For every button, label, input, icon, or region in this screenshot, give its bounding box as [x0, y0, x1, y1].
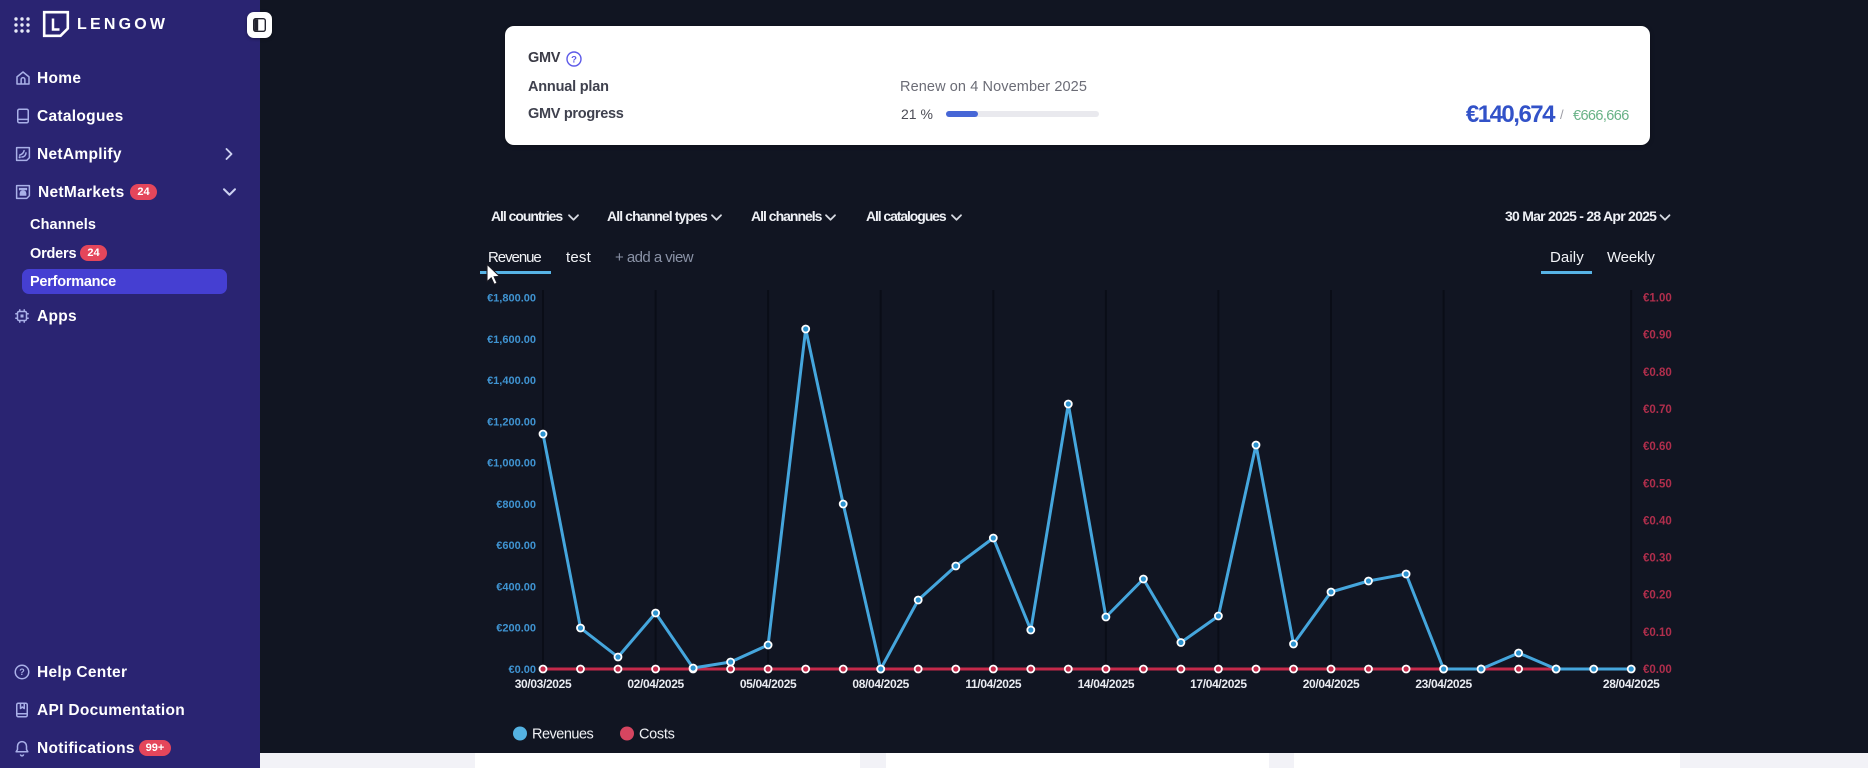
svg-text:Costs: Costs — [639, 727, 675, 743]
svg-text:€0.80: €0.80 — [1643, 367, 1672, 379]
svg-text:€600.00: €600.00 — [496, 540, 536, 552]
svg-text:?: ? — [19, 667, 25, 677]
svg-text:€0.00: €0.00 — [1643, 664, 1672, 676]
svg-text:€0.70: €0.70 — [1643, 404, 1672, 416]
svg-text:28/04/2025: 28/04/2025 — [1603, 677, 1660, 691]
svg-text:€1,800.00: €1,800.00 — [487, 293, 536, 305]
svg-text:08/04/2025: 08/04/2025 — [852, 677, 909, 691]
svg-text:€800.00: €800.00 — [496, 499, 536, 511]
svg-text:€0.20: €0.20 — [1643, 590, 1672, 602]
svg-text:€400.00: €400.00 — [496, 582, 536, 594]
svg-text:€1,600.00: €1,600.00 — [487, 334, 536, 346]
svg-text:€0.00: €0.00 — [508, 664, 536, 676]
svg-text:€1,200.00: €1,200.00 — [487, 416, 536, 428]
svg-text:€1.00: €1.00 — [1643, 293, 1672, 305]
svg-text:20/04/2025: 20/04/2025 — [1303, 677, 1360, 691]
svg-text:€1,000.00: €1,000.00 — [487, 458, 536, 470]
svg-text:?: ? — [571, 55, 577, 66]
svg-text:30/03/2025: 30/03/2025 — [515, 677, 572, 691]
svg-text:14/04/2025: 14/04/2025 — [1078, 677, 1135, 691]
svg-text:€1,400.00: €1,400.00 — [487, 375, 536, 387]
svg-text:€0.90: €0.90 — [1643, 330, 1672, 342]
svg-text:23/04/2025: 23/04/2025 — [1415, 677, 1472, 691]
svg-text:€0.10: €0.10 — [1643, 627, 1672, 639]
svg-text:€0.40: €0.40 — [1643, 515, 1672, 527]
svg-text:Revenues: Revenues — [532, 727, 594, 743]
svg-text:17/04/2025: 17/04/2025 — [1190, 677, 1247, 691]
svg-text:05/04/2025: 05/04/2025 — [740, 677, 797, 691]
svg-text:€200.00: €200.00 — [496, 623, 536, 635]
svg-text:€0.30: €0.30 — [1643, 553, 1672, 565]
svg-text:02/04/2025: 02/04/2025 — [627, 677, 684, 691]
svg-text:€0.50: €0.50 — [1643, 478, 1672, 490]
svg-text:11/04/2025: 11/04/2025 — [965, 677, 1022, 691]
svg-text:€0.60: €0.60 — [1643, 441, 1672, 453]
